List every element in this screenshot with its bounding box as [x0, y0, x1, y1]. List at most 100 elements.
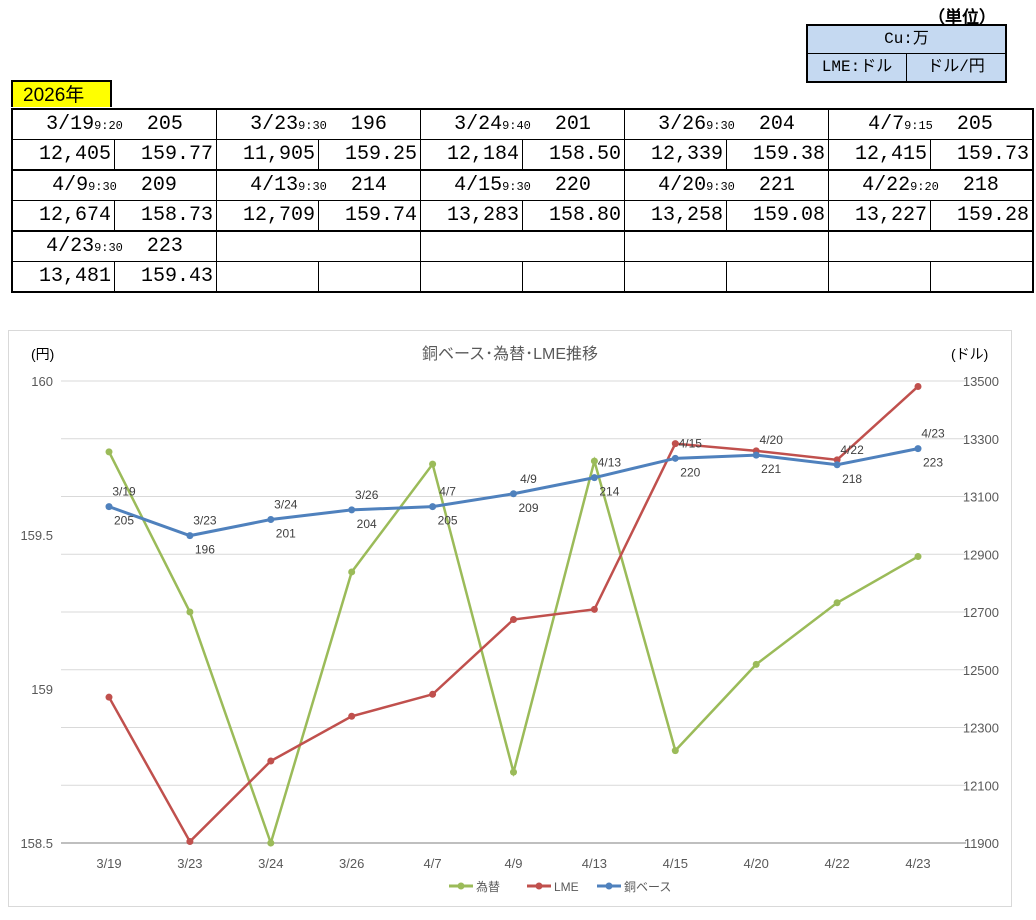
entry-time: 9:30 — [298, 119, 327, 133]
data-point — [833, 599, 841, 607]
empty-cell — [216, 261, 319, 293]
entry-date: 4/15 — [454, 174, 503, 197]
entry-fx: 158.80 — [522, 200, 625, 232]
entry-fx: 158.73 — [114, 200, 217, 232]
legend-marker — [457, 882, 465, 890]
entry-date: 3/19 — [46, 113, 95, 136]
data-label-date: 4/20 — [760, 433, 784, 447]
data-label-value: 201 — [276, 527, 296, 541]
data-point — [914, 382, 922, 390]
data-label-date: 3/23 — [193, 514, 217, 528]
entry-header: 4/79:15 205 — [828, 108, 1034, 140]
series-line-0 — [107, 451, 919, 848]
data-point — [429, 503, 437, 511]
data-label-value: 204 — [357, 517, 377, 531]
entry-time: 9:40 — [502, 119, 531, 133]
data-point — [590, 605, 598, 613]
data-point — [348, 506, 356, 514]
data-label-date: 3/24 — [274, 498, 298, 512]
entry-base: 223 — [146, 235, 183, 258]
entry-base: 221 — [758, 174, 795, 197]
data-label-date: 4/7 — [439, 485, 456, 499]
left-tick-label: 159.5 — [20, 528, 53, 543]
data-point — [267, 516, 275, 524]
entry-fx: 159.74 — [318, 200, 421, 232]
data-point — [671, 747, 679, 755]
unit-lme: LME:ドル — [808, 54, 907, 81]
entry-fx: 159.25 — [318, 139, 421, 171]
entry-date: 3/26 — [658, 113, 707, 136]
data-point — [105, 693, 113, 701]
data-label-date: 4/13 — [598, 456, 622, 470]
empty-cell — [624, 230, 829, 262]
data-point — [186, 608, 194, 616]
data-label-value: 221 — [761, 462, 781, 476]
entry-time: 9:30 — [298, 180, 327, 194]
left-tick-label: 158.5 — [20, 836, 53, 851]
price-table: 3/199:20 205 3/239:30 196 3/249:40 201 3/26… — [11, 108, 1034, 293]
entry-header: 4/159:30 220 — [420, 169, 625, 201]
data-point — [510, 616, 517, 624]
entry-fx: 159.73 — [930, 139, 1034, 171]
empty-cell — [828, 261, 931, 293]
empty-cell — [828, 230, 1034, 262]
unit-legend-box: Cu:万 LME:ドル ドル/円 — [806, 24, 1007, 83]
entry-base: 218 — [962, 174, 999, 197]
trend-chart: 13500 13300 13100 12900 12700 12500 12300 12100… — [8, 330, 1012, 907]
data-point — [348, 712, 356, 720]
entry-header: 3/239:30 196 — [216, 108, 421, 140]
x-tick-label: 4/13 — [582, 856, 607, 871]
empty-cell — [420, 261, 523, 293]
data-point — [267, 839, 275, 847]
data-label-value: 209 — [518, 501, 538, 515]
empty-cell — [318, 261, 421, 293]
entry-date: 3/24 — [454, 113, 503, 136]
entry-date: 4/9 — [52, 174, 89, 197]
entry-header: 4/229:20 218 — [828, 169, 1034, 201]
entry-date: 3/23 — [250, 113, 299, 136]
data-point — [671, 440, 679, 448]
entry-base: 205 — [956, 113, 993, 136]
entry-date: 4/22 — [862, 174, 911, 197]
data-point — [429, 460, 437, 468]
data-point — [833, 461, 841, 469]
entry-header: 4/99:30 209 — [11, 169, 217, 201]
data-label-date: 3/19 — [112, 485, 136, 499]
x-tick-label: 3/24 — [258, 856, 283, 871]
unit-label: （単位） — [928, 8, 996, 27]
entry-time: 9:30 — [706, 119, 735, 133]
empty-cell — [726, 261, 829, 293]
data-label-date: 4/23 — [921, 427, 945, 441]
data-label-date: 3/26 — [355, 488, 379, 502]
data-point — [429, 690, 437, 698]
entry-lme: 12,339 — [624, 139, 727, 171]
entry-date: 4/13 — [250, 174, 299, 197]
right-tick-label: 11900 — [964, 836, 999, 851]
data-point — [914, 445, 922, 453]
x-tick-label: 4/7 — [424, 856, 442, 871]
legend-label: 銅ベース — [624, 880, 671, 894]
entry-fx: 159.28 — [930, 200, 1034, 232]
data-point — [914, 553, 922, 561]
entry-lme: 11,905 — [216, 139, 319, 171]
entry-lme: 13,227 — [828, 200, 931, 232]
data-point — [590, 474, 598, 482]
entry-lme: 12,405 — [11, 139, 115, 171]
entry-base: 201 — [554, 113, 591, 136]
data-point — [105, 448, 113, 456]
left-tick-label: 159 — [31, 682, 53, 697]
data-label-value: 214 — [599, 485, 619, 499]
right-tick-label: 12500 — [963, 663, 999, 678]
entry-time: 9:30 — [502, 180, 531, 194]
data-point — [186, 838, 194, 846]
right-tick-label: 13500 — [963, 374, 999, 389]
entry-date: 4/7 — [868, 113, 905, 136]
entry-lme: 12,184 — [420, 139, 523, 171]
x-tick-label: 4/9 — [504, 856, 522, 871]
entry-fx: 159.77 — [114, 139, 217, 171]
empty-cell — [624, 261, 727, 293]
entry-header: 3/249:40 201 — [420, 108, 625, 140]
left-axis-label: (円) — [31, 346, 54, 362]
year-label: 2026年 — [11, 80, 112, 107]
data-point — [833, 456, 841, 464]
